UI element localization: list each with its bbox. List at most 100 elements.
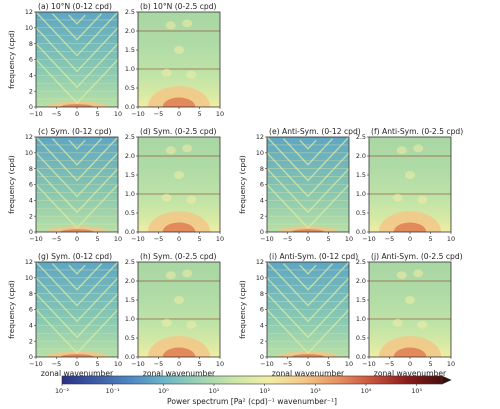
ridge-line	[51, 13, 103, 41]
x-axis-label: zonal wavenumber	[374, 369, 447, 378]
x-tick-label: −5	[154, 360, 163, 368]
heatmap-c	[36, 137, 118, 232]
y-tick-label: 12	[25, 258, 33, 266]
x-tick-label: −5	[283, 360, 292, 368]
y-tick-label: 0.5	[125, 84, 135, 92]
y-tick-label: 0	[29, 228, 33, 236]
ridge-line	[36, 262, 118, 307]
y-tick-label: 0.5	[356, 334, 366, 342]
spectral-blob	[165, 146, 176, 155]
x-tick-label: 10	[216, 235, 224, 243]
colorbar-tick-label: 10⁵	[411, 387, 422, 395]
y-tick-label: 2.0	[125, 152, 135, 160]
heatmap-h	[138, 262, 220, 357]
ridge-line	[267, 309, 349, 355]
colorbar-tick-label: 10⁰	[158, 387, 169, 395]
low-freq-peak	[162, 347, 196, 357]
x-axis-label: zonal wavenumber	[41, 369, 114, 378]
ridge-line	[51, 138, 103, 166]
spectral-blob	[174, 46, 184, 54]
y-tick-label: 2.0	[125, 277, 135, 285]
y-tick-label: 12	[25, 8, 33, 16]
x-tick-label: 10	[345, 235, 353, 243]
x-tick-label: −10	[362, 360, 376, 368]
ridge-line	[267, 277, 349, 323]
y-tick-label: 2.5	[125, 258, 135, 266]
ridge-line	[68, 139, 86, 150]
y-tick-label: 2	[29, 337, 33, 345]
panel-title: (c) Sym. (0-12 cpd)	[38, 127, 111, 136]
colorbar-label: Power spectrum [Pa² (cpd)⁻¹ wavenumber⁻¹…	[167, 397, 337, 406]
heatmap-a	[36, 12, 118, 107]
x-tick-label: −5	[52, 360, 61, 368]
y-tick-label: 10	[25, 149, 33, 157]
spectral-blob	[392, 318, 403, 327]
colorbar-tick-label: 10¹	[209, 387, 220, 395]
spectral-blob	[396, 146, 407, 155]
heatmap-i	[267, 262, 349, 357]
y-tick-label: 0.0	[125, 103, 135, 111]
x-tick-label: −5	[385, 235, 394, 243]
y-tick-label: 1.0	[125, 190, 135, 198]
spectral-blob	[182, 269, 193, 278]
y-axis-label: frequency (cpd)	[238, 155, 247, 214]
low-freq-peak	[60, 229, 94, 232]
low-freq-band	[147, 211, 211, 232]
y-tick-label: 2.0	[125, 27, 135, 35]
x-tick-label: 0	[177, 360, 181, 368]
x-tick-label: −10	[29, 235, 43, 243]
x-tick-label: −10	[29, 360, 43, 368]
y-tick-label: 8	[29, 40, 33, 48]
heatmap-f	[369, 137, 451, 232]
x-tick-label: 0	[75, 235, 79, 243]
colorbar-tick-label: 10⁻²	[55, 387, 70, 395]
x-tick-label: −10	[362, 235, 376, 243]
x-tick-label: 5	[197, 360, 201, 368]
y-tick-label: 2	[29, 212, 33, 220]
y-tick-label: 0	[29, 103, 33, 111]
y-tick-label: 1.0	[125, 65, 135, 73]
spectral-blob	[182, 19, 193, 28]
x-axis-label: zonal wavenumber	[143, 369, 216, 378]
spectral-blob	[417, 320, 428, 329]
y-tick-label: 2.0	[356, 277, 366, 285]
y-tick-label: 1.0	[125, 315, 135, 323]
y-tick-label: 1.5	[356, 171, 366, 179]
y-tick-label: 0	[260, 228, 264, 236]
y-tick-label: 8	[29, 290, 33, 298]
x-tick-label: −5	[52, 110, 61, 118]
y-tick-label: 6	[29, 306, 33, 314]
x-tick-label: 0	[306, 235, 310, 243]
ridge-line	[36, 12, 118, 57]
heatmap-e	[267, 137, 349, 232]
y-tick-label: 2.5	[356, 133, 366, 141]
x-tick-label: 0	[177, 235, 181, 243]
ridge-line	[299, 139, 317, 150]
y-tick-label: 8	[260, 165, 264, 173]
x-tick-label: 0	[408, 235, 412, 243]
spectral-blob	[186, 195, 197, 204]
ridge-line	[36, 293, 118, 339]
y-tick-label: 6	[260, 306, 264, 314]
y-tick-label: 2.0	[356, 152, 366, 160]
panel-title: (f) Anti-Sym. (0-2.5 cpd)	[371, 127, 463, 136]
x-tick-label: 5	[428, 235, 432, 243]
ridge-line	[36, 152, 118, 198]
x-tick-label: 10	[447, 360, 455, 368]
y-tick-label: 0.0	[125, 228, 135, 236]
y-tick-label: 0.5	[125, 334, 135, 342]
x-tick-label: 5	[197, 235, 201, 243]
ridge-line	[68, 14, 86, 25]
x-tick-label: 10	[114, 360, 122, 368]
spectral-blob	[405, 171, 415, 179]
panel-title: (g) Sym. (0-12 cpd)	[38, 252, 112, 261]
y-tick-label: 10	[256, 149, 264, 157]
ridge-line	[36, 277, 118, 323]
x-tick-label: −5	[154, 235, 163, 243]
panel-e: (e) Anti-Sym. (0-12 cpd) −10 −5 0 5 10 0 2 4 6 8 10…	[238, 127, 361, 243]
spectral-blob	[161, 318, 172, 327]
x-tick-label: 0	[306, 360, 310, 368]
colorbar-extend-arrow	[441, 375, 452, 385]
panel-title: (h) Sym. (0-2.5 cpd)	[140, 252, 217, 261]
ridge-line	[68, 264, 86, 275]
